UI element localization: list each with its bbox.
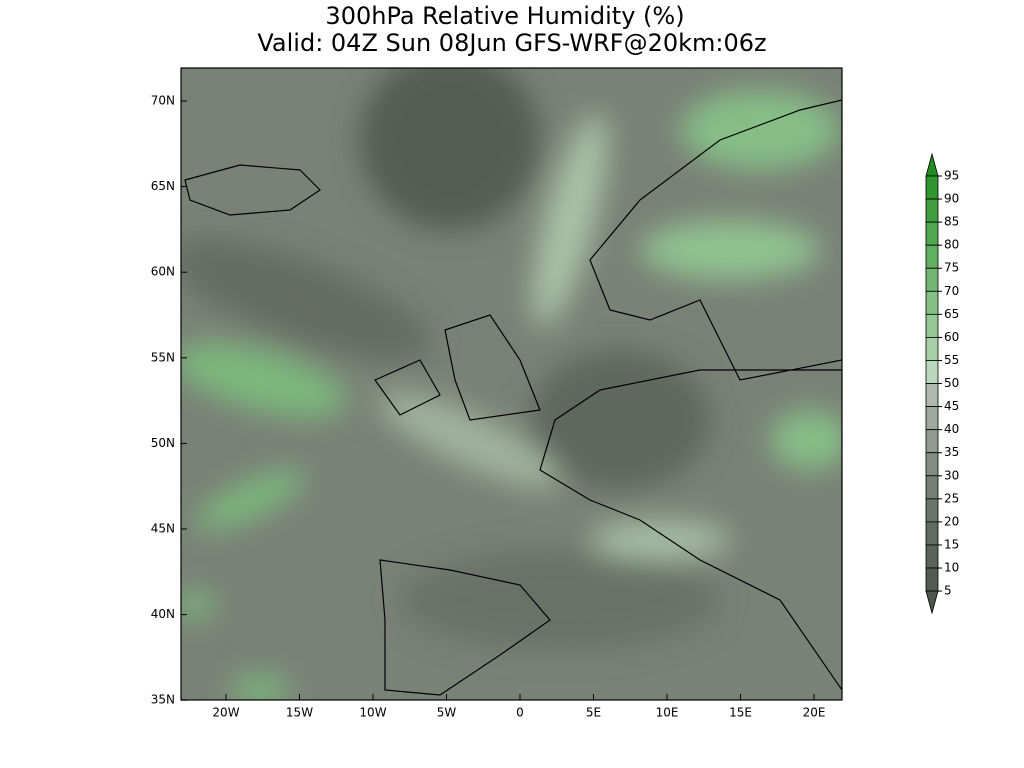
colorbar-segment: [925, 244, 939, 269]
colorbar-segment: [925, 198, 939, 223]
colorbar-segment: [925, 337, 939, 361]
colorbar-segment: [925, 313, 939, 338]
colorbar-segment: [925, 267, 939, 292]
colorbar-label: 20: [944, 514, 959, 528]
colorbar-label: 85: [944, 215, 959, 229]
map-frame: [180, 67, 843, 701]
lat-label: 45N: [151, 522, 175, 536]
colorbar-segment: [925, 452, 939, 477]
colorbar-segment: [925, 498, 939, 523]
colorbar-label: 70: [944, 284, 959, 298]
colorbar-segment: [925, 290, 939, 315]
colorbar-segment: [925, 221, 939, 246]
lon-label: 5E: [586, 706, 601, 720]
colorbar-label: 25: [944, 491, 959, 505]
lon-label: 10W: [359, 706, 386, 720]
colorbar-label: 40: [944, 422, 959, 436]
colorbar-label: 50: [944, 376, 959, 390]
lat-label: 60N: [151, 265, 175, 279]
lon-label: 15W: [286, 706, 313, 720]
colorbar-label: 55: [944, 353, 959, 367]
colorbar-arrow: [925, 152, 939, 177]
colorbar-arrow: [925, 590, 939, 615]
lat-label: 70N: [151, 94, 175, 108]
lat-label: 40N: [151, 607, 175, 621]
colorbar-segment: [925, 475, 939, 500]
colorbar-label: 60: [944, 330, 959, 344]
colorbar-segment: [925, 521, 939, 546]
lon-label: 20W: [212, 706, 239, 720]
title: 300hPa Relative Humidity (%): [325, 2, 684, 30]
colorbar-label: 90: [944, 192, 959, 206]
colorbar-segment: [925, 175, 939, 200]
colorbar-segment: [925, 544, 939, 569]
colorbar-label: 45: [944, 399, 959, 413]
colorbar-label: 75: [944, 261, 959, 275]
colorbar-segment: [925, 429, 939, 454]
lon-label: 10E: [656, 706, 679, 720]
colorbar-segment: [925, 406, 939, 431]
colorbar-label: 80: [944, 238, 959, 252]
colorbar-segment: [925, 360, 939, 384]
colorbar-label: 95: [944, 169, 959, 183]
lon-label: 15E: [729, 706, 752, 720]
colorbar-label: 30: [944, 468, 959, 482]
lat-label: 50N: [151, 436, 175, 450]
lat-label: 55N: [151, 350, 175, 364]
colorbar-label: 15: [944, 537, 959, 551]
lon-label: 20E: [803, 706, 826, 720]
colorbar-label: 35: [944, 445, 959, 459]
lat-label: 65N: [151, 179, 175, 193]
colorbar-label: 5: [944, 584, 952, 598]
colorbar-label: 10: [944, 561, 959, 575]
colorbar-label: 65: [944, 307, 959, 321]
colorbar-segment: [925, 383, 939, 408]
colorbar-segment: [925, 567, 939, 592]
lon-label: 5W: [437, 706, 457, 720]
lon-label: 0: [516, 706, 524, 720]
subtitle: Valid: 04Z Sun 08Jun GFS-WRF@20km:06z: [257, 29, 766, 57]
lat-label: 35N: [151, 693, 175, 707]
humidity-field: [181, 68, 842, 700]
